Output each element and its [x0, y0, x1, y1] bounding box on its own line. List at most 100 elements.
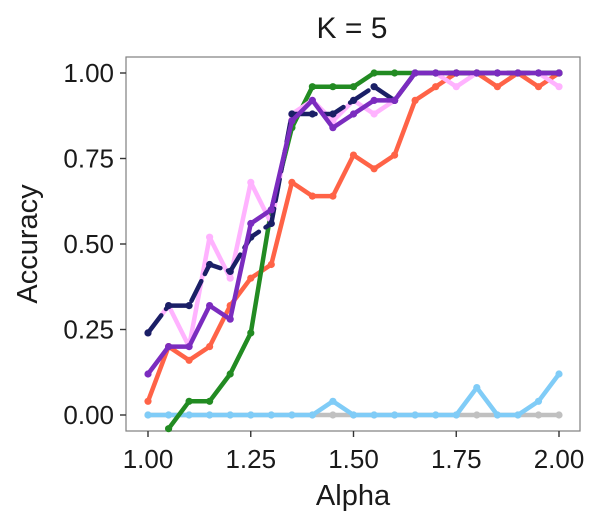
data-point — [432, 69, 440, 77]
data-point — [370, 96, 378, 104]
data-point — [534, 83, 543, 91]
data-point — [165, 302, 173, 310]
data-point — [267, 219, 275, 228]
data-point — [247, 274, 255, 282]
data-point — [370, 69, 378, 77]
data-point — [206, 411, 214, 419]
series-1 — [144, 370, 563, 419]
data-point — [473, 69, 481, 77]
data-point — [206, 260, 214, 269]
data-point — [349, 411, 358, 419]
data-point — [144, 397, 152, 405]
data-point — [349, 83, 358, 91]
data-point — [329, 83, 337, 91]
data-point — [247, 178, 255, 186]
data-point — [226, 370, 234, 378]
series-6 — [144, 69, 563, 378]
data-point — [267, 206, 275, 214]
data-point — [185, 397, 193, 405]
data-point — [165, 343, 173, 351]
data-point — [534, 69, 543, 77]
data-point — [349, 96, 358, 104]
data-point — [185, 302, 193, 310]
chart-title: K = 5 — [317, 12, 388, 45]
data-point — [391, 96, 399, 104]
data-point — [247, 219, 255, 228]
data-point — [185, 343, 193, 351]
data-point — [144, 370, 152, 378]
data-point — [452, 411, 460, 419]
y-tick-label: 0.75 — [63, 144, 114, 174]
data-point — [144, 329, 152, 337]
data-point — [288, 411, 296, 419]
x-tick-label: 2.00 — [534, 444, 585, 474]
y-tick-label: 1.00 — [63, 58, 114, 88]
data-point — [185, 411, 193, 419]
data-point — [288, 110, 296, 118]
data-point — [144, 411, 152, 419]
data-point — [432, 83, 440, 91]
data-point — [555, 83, 563, 91]
data-point — [473, 411, 481, 419]
y-axis-label: Accuracy — [12, 184, 44, 304]
data-point — [267, 411, 275, 419]
data-point — [185, 356, 193, 364]
data-point — [288, 178, 296, 186]
data-point — [534, 411, 543, 419]
data-point — [514, 411, 522, 419]
data-point — [370, 83, 378, 91]
data-point — [165, 411, 173, 419]
data-point — [308, 110, 316, 118]
data-point — [411, 96, 419, 104]
data-point — [534, 397, 543, 405]
data-point — [226, 315, 234, 323]
data-point — [514, 69, 522, 77]
data-point — [349, 110, 358, 118]
data-point — [329, 124, 337, 132]
data-point — [308, 83, 316, 91]
data-point — [555, 370, 563, 378]
data-point — [329, 397, 337, 405]
data-point — [226, 411, 234, 419]
series-layer — [144, 69, 563, 433]
y-tick-label: 0.00 — [63, 400, 114, 430]
data-point — [308, 411, 316, 419]
data-point — [329, 411, 337, 419]
data-point — [247, 329, 255, 337]
data-point — [226, 274, 234, 282]
data-point — [206, 343, 214, 351]
data-point — [370, 411, 378, 419]
data-point — [555, 69, 563, 77]
data-point — [267, 260, 275, 269]
data-point — [370, 165, 378, 173]
x-axis-label: Alpha — [316, 480, 391, 512]
data-point — [226, 267, 234, 275]
data-point — [206, 397, 214, 405]
data-point — [555, 411, 563, 419]
data-point — [206, 233, 214, 241]
data-point — [473, 384, 481, 392]
data-point — [165, 425, 173, 433]
data-point — [308, 96, 316, 104]
data-point — [349, 151, 358, 159]
data-point — [432, 411, 440, 419]
data-point — [411, 69, 419, 77]
x-tick-label: 1.50 — [328, 444, 379, 474]
data-point — [370, 110, 378, 118]
plot-panel — [125, 56, 581, 432]
y-tick-label: 0.50 — [63, 229, 114, 259]
data-point — [493, 69, 501, 77]
y-tick-label: 0.25 — [63, 315, 114, 345]
data-point — [391, 411, 399, 419]
x-tick-label: 1.00 — [123, 444, 174, 474]
axes: 0.00 0.25 0.50 0.75 1.00 1.00 1.25 1.50 1.75 2.00 — [63, 58, 584, 474]
data-point — [391, 69, 399, 77]
data-point — [288, 117, 296, 125]
data-point — [452, 69, 460, 77]
data-point — [411, 411, 419, 419]
x-tick-label: 1.25 — [225, 444, 276, 474]
data-point — [493, 83, 501, 91]
data-point — [452, 83, 460, 91]
data-point — [391, 151, 399, 159]
